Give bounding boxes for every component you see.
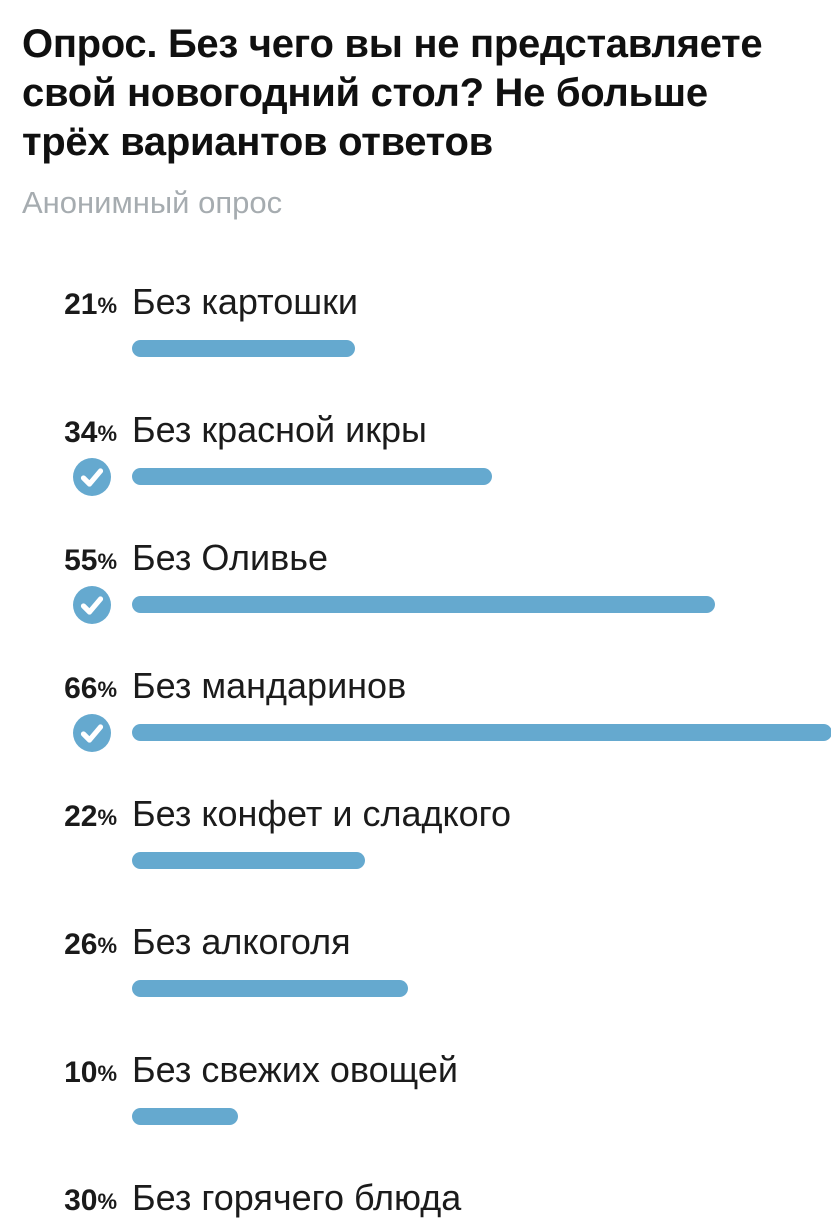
option-bar-row — [73, 713, 831, 752]
option-percent-sign: % — [97, 805, 117, 830]
option-text-line: 26% Без алкоголя — [22, 920, 831, 964]
poll-question: Опрос. Без чего вы не представляете свой… — [22, 0, 822, 167]
option-percent-sign: % — [97, 677, 117, 702]
option-label: Без свежих овощей — [132, 1049, 459, 1090]
option-result-bar — [132, 468, 493, 485]
option-label: Без мандаринов — [132, 665, 407, 706]
option-text-line: 34% Без красной икры — [22, 408, 831, 452]
option-label: Без картошки — [132, 281, 359, 322]
option-label: Без конфет и сладкого — [132, 793, 512, 834]
option-text-line: 22% Без конфет и сладкого — [22, 792, 831, 836]
checkmark-icon — [73, 585, 111, 624]
option-label: Без алкоголя — [132, 921, 351, 962]
checkmark-icon — [73, 457, 111, 496]
option-bar-row — [132, 852, 831, 869]
option-bar-row — [132, 1108, 831, 1125]
option-text-line: 30% Без горячего блюда — [22, 1176, 831, 1220]
option-percent-value: 30 — [64, 1184, 98, 1217]
option-bar-row — [132, 980, 831, 997]
option-percent: 22% — [22, 800, 117, 834]
option-result-bar — [132, 980, 408, 997]
option-text-line: 10% Без свежих овощей — [22, 1048, 831, 1092]
option-percent-value: 66 — [64, 672, 98, 705]
option-result-bar — [132, 1108, 238, 1125]
option-label: Без Оливье — [132, 537, 328, 578]
option-text-line: 21% Без картошки — [22, 280, 831, 324]
option-percent-sign: % — [97, 421, 117, 446]
option-percent-value: 10 — [64, 1056, 98, 1089]
option-percent-value: 22 — [64, 800, 98, 833]
option-text-line: 66% Без мандаринов — [22, 664, 831, 708]
poll-type-label: Анонимный опрос — [22, 185, 283, 220]
option-label: Без горячего блюда — [132, 1177, 462, 1218]
option-percent-sign: % — [97, 293, 117, 318]
poll-option-row[interactable]: 34% Без красной икры — [22, 408, 831, 536]
option-percent: 66% — [22, 672, 117, 706]
option-result-bar — [132, 596, 715, 613]
poll-option-row[interactable]: 55% Без Оливье — [22, 536, 831, 664]
option-percent-value: 21 — [64, 288, 98, 321]
option-bar-row — [132, 340, 831, 357]
option-percent-sign: % — [97, 1189, 117, 1214]
option-percent-sign: % — [97, 1061, 117, 1086]
option-percent-value: 34 — [64, 416, 98, 449]
poll-option-row[interactable]: 30% Без горячего блюда — [22, 1176, 831, 1226]
poll-option-row[interactable]: 26% Без алкоголя — [22, 920, 831, 1048]
poll-options: 21% Без картошки 34% Без красной икры 55… — [22, 280, 831, 1226]
option-bar-row — [73, 457, 831, 496]
option-result-bar — [132, 852, 366, 869]
option-percent-sign: % — [97, 549, 117, 574]
poll-option-row[interactable]: 10% Без свежих овощей — [22, 1048, 831, 1176]
option-bar-row — [73, 585, 831, 624]
option-result-bar — [132, 340, 355, 357]
option-label: Без красной икры — [132, 409, 427, 450]
poll-question-line: трёх вариантов ответов — [22, 120, 493, 164]
option-percent: 34% — [22, 416, 117, 450]
option-percent-value: 26 — [64, 928, 98, 961]
option-percent: 21% — [22, 288, 117, 322]
poll-question-line: Опрос. Без чего вы не представляете — [22, 22, 763, 66]
checkmark-icon — [73, 713, 111, 752]
option-percent: 55% — [22, 544, 117, 578]
option-percent: 30% — [22, 1184, 117, 1218]
option-percent-sign: % — [97, 933, 117, 958]
poll-option-row[interactable]: 21% Без картошки — [22, 280, 831, 408]
option-percent-value: 55 — [64, 544, 98, 577]
poll-option-row[interactable]: 22% Без конфет и сладкого — [22, 792, 831, 920]
poll-question-line: свой новогодний стол? Не больше — [22, 71, 708, 115]
option-result-bar — [132, 724, 831, 741]
option-percent: 10% — [22, 1056, 117, 1090]
option-percent: 26% — [22, 928, 117, 962]
option-text-line: 55% Без Оливье — [22, 536, 831, 580]
poll-option-row[interactable]: 66% Без мандаринов — [22, 664, 831, 792]
